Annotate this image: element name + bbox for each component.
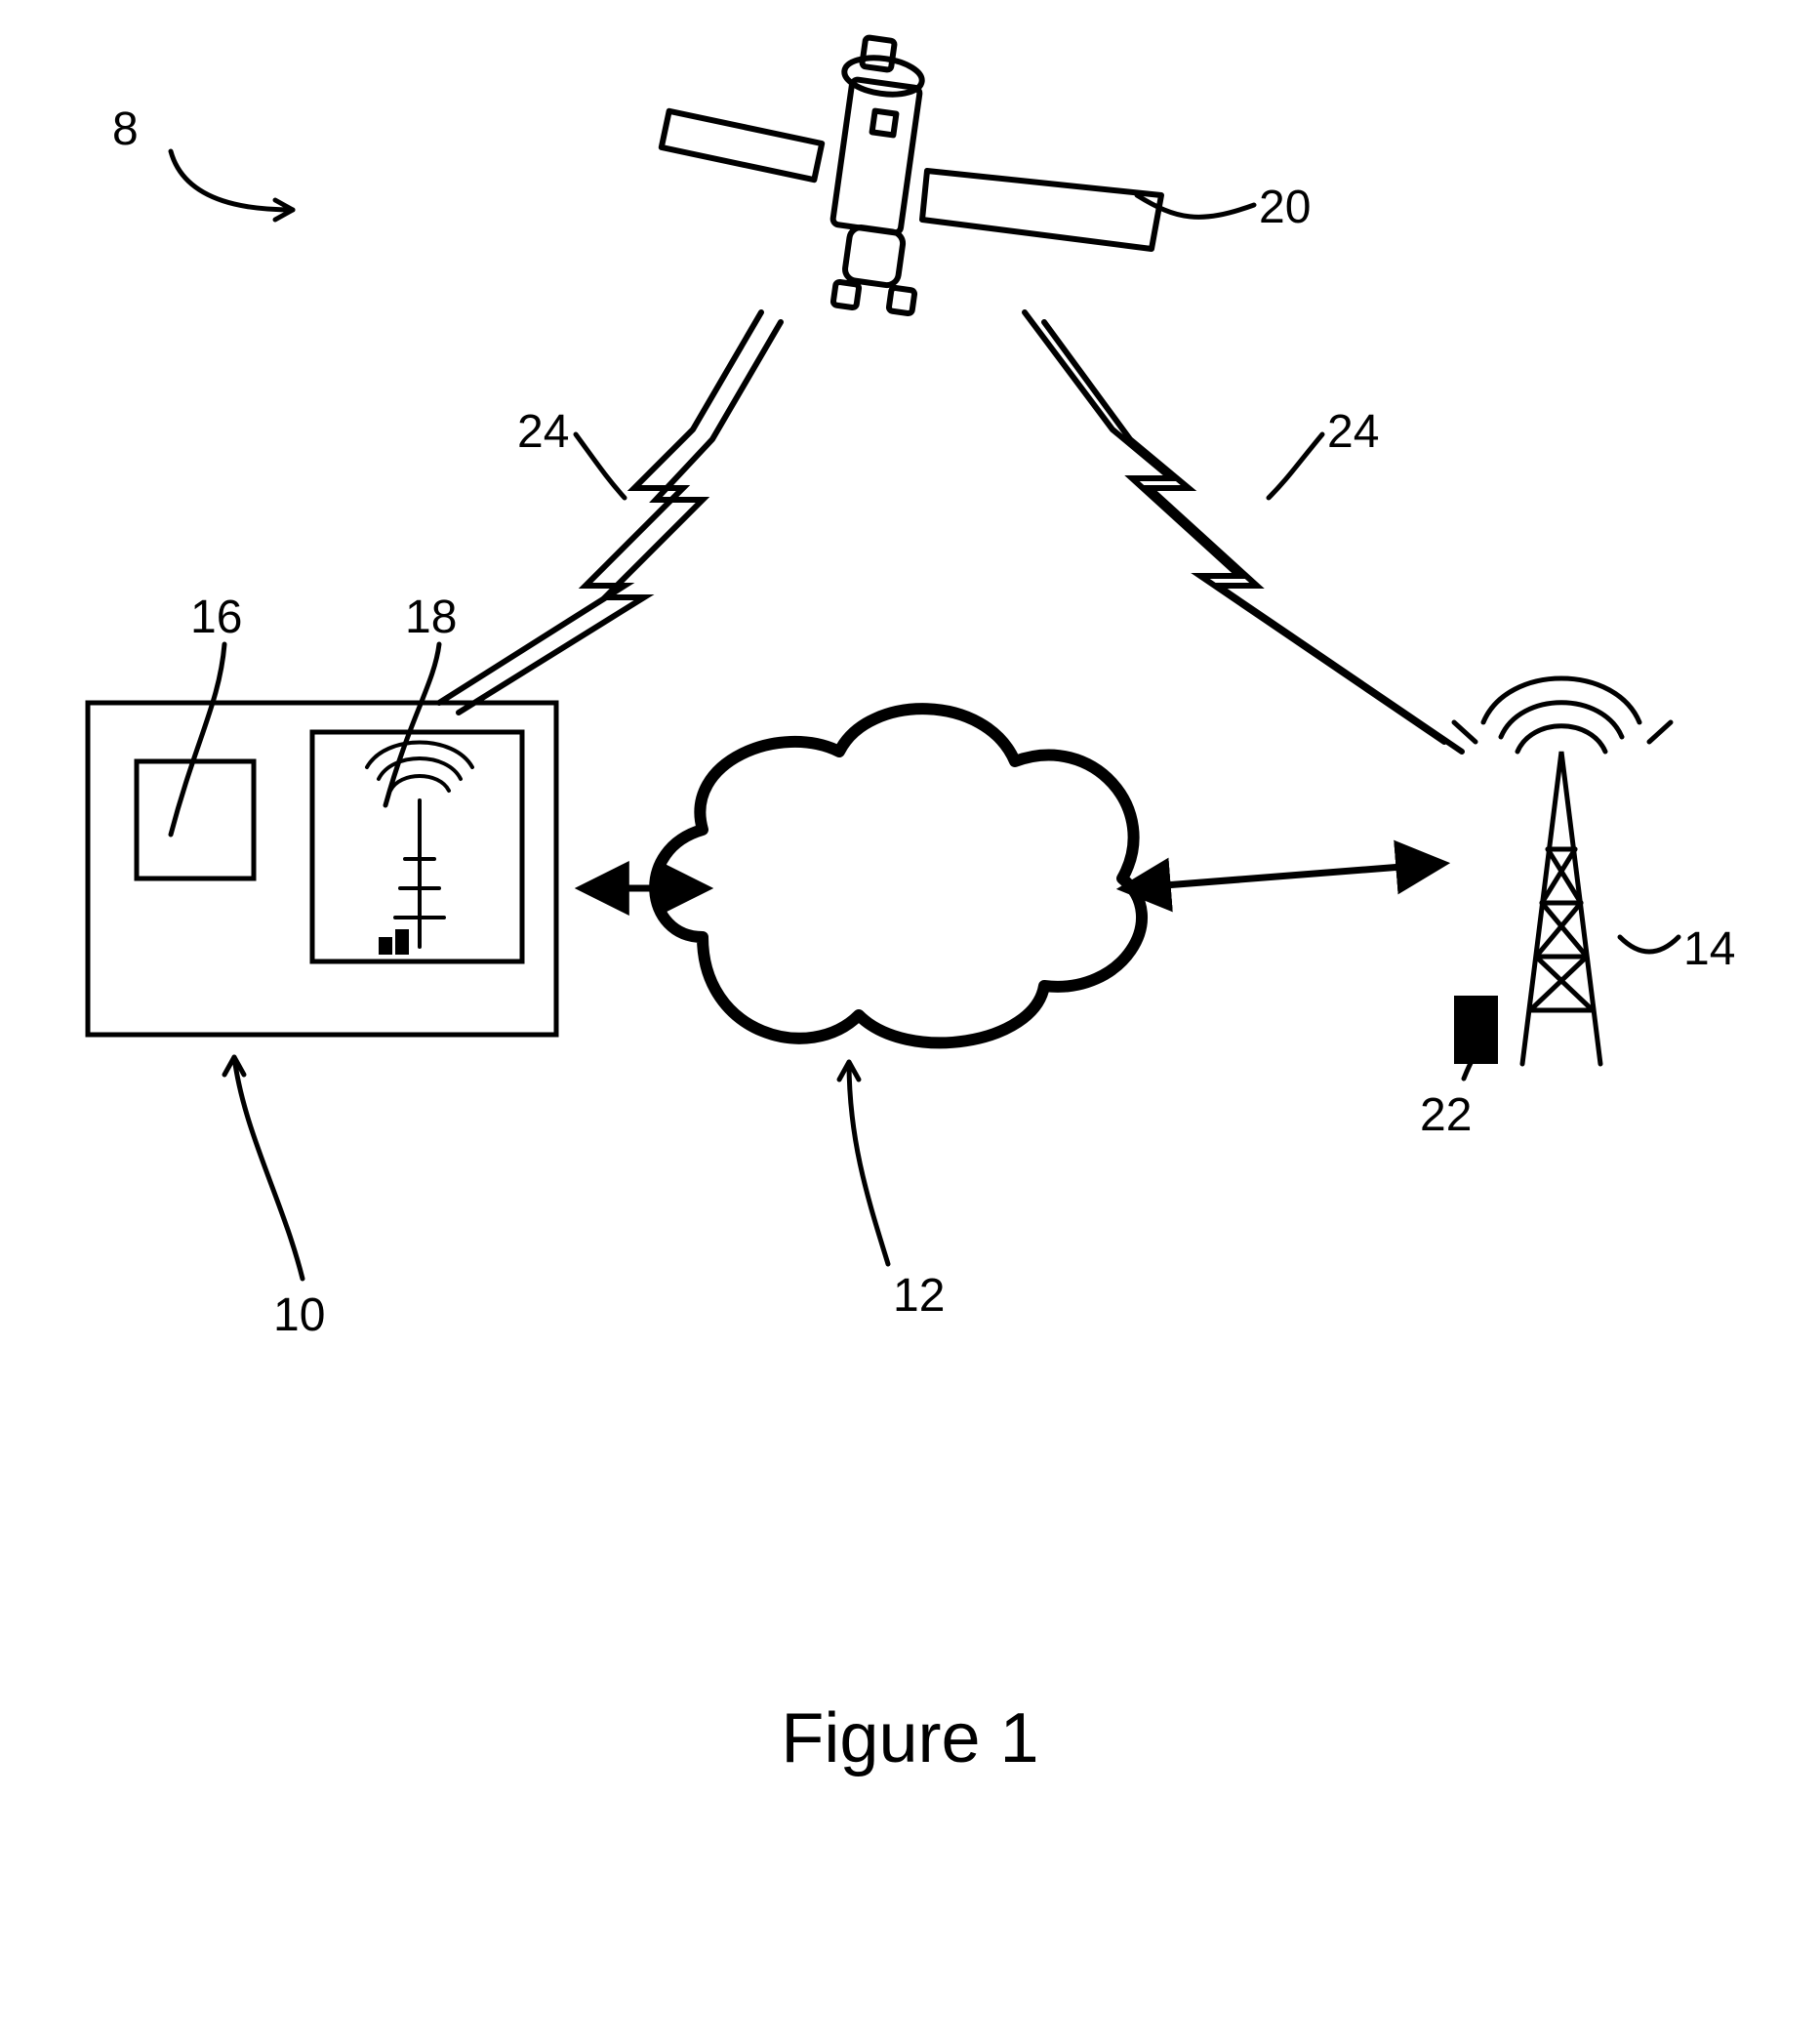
arrow-right (1127, 864, 1439, 888)
tower-14 (1454, 678, 1671, 1064)
mini-tower-18 (367, 743, 472, 956)
label-16: 16 (190, 591, 242, 644)
figure-caption: Figure 1 (0, 1698, 1820, 1778)
signal-bolt-right (1025, 312, 1462, 752)
label-14: 14 (1683, 922, 1735, 976)
label-18: 18 (405, 591, 457, 644)
diagram-canvas: 8 16 18 20 24 24 14 22 12 10 Figure 1 (0, 0, 1820, 2042)
label-8: 8 (112, 102, 139, 156)
label-12: 12 (893, 1269, 945, 1323)
box-22 (1454, 996, 1498, 1064)
label-10: 10 (273, 1288, 325, 1342)
label-24a: 24 (517, 405, 569, 459)
label-24b: 24 (1327, 405, 1379, 459)
signal-bolt-left (439, 312, 781, 713)
satellite (662, 37, 1161, 313)
box-18 (312, 732, 522, 961)
cloud-12 (655, 709, 1142, 1042)
frame-10 (88, 703, 556, 1035)
box-16 (137, 761, 254, 878)
label-22: 22 (1420, 1088, 1472, 1142)
label-20: 20 (1259, 181, 1311, 234)
